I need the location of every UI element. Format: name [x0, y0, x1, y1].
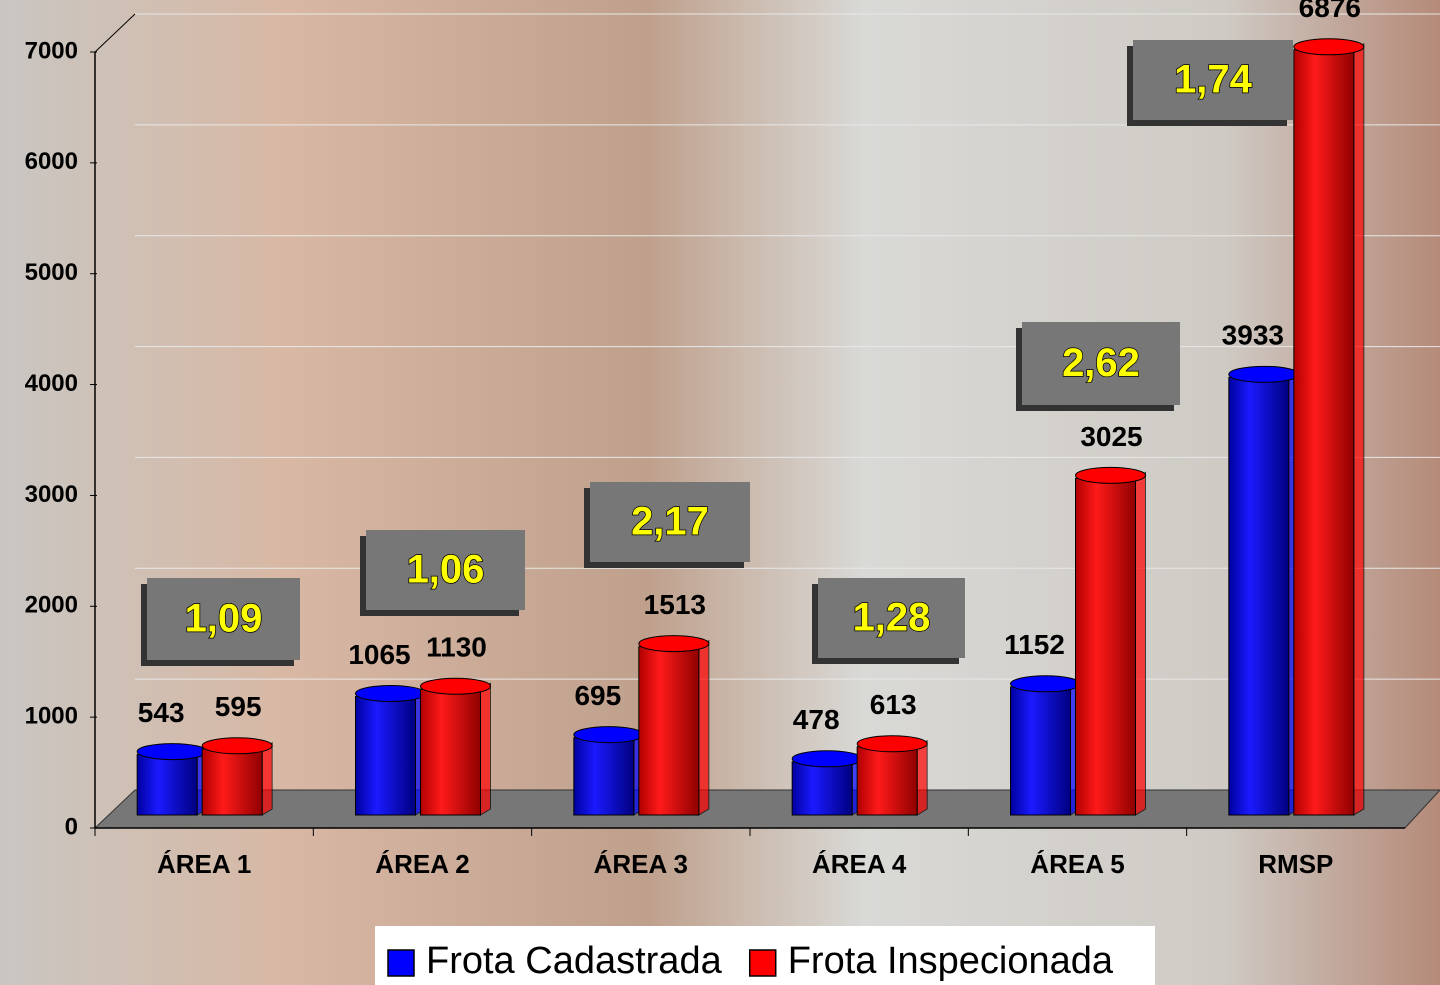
value-label: 695: [574, 680, 621, 711]
ratio-label: 1,09: [185, 597, 263, 641]
bar-top: [201, 737, 273, 755]
value-label: 6876: [1299, 0, 1361, 23]
x-tick-label: ÁREA 5: [1030, 849, 1124, 879]
bar-top: [1228, 365, 1300, 383]
ratio-box: [1133, 40, 1293, 120]
y-tick-label: 6000: [25, 148, 78, 175]
ratio-box: [147, 578, 300, 660]
legend-label: Frota Inspecionada: [788, 940, 1114, 982]
y-tick-label: 7000: [25, 37, 78, 64]
bar-side: [698, 639, 710, 816]
ratio-box: [818, 578, 965, 658]
y-tick-label: 3000: [25, 481, 78, 508]
bar: [420, 688, 481, 816]
bar-top: [573, 726, 645, 744]
bar-top: [791, 750, 863, 768]
y-axis-back: [94, 13, 136, 53]
ratio-label: 1,74: [1174, 58, 1253, 102]
bar: [1293, 49, 1355, 816]
bar: [201, 748, 263, 816]
ratio-box: [590, 482, 750, 562]
y-tick-label: 2000: [25, 592, 78, 619]
y-tick-label: 5000: [25, 259, 78, 286]
ratio-label: 2,17: [631, 500, 709, 544]
value-label: 3025: [1080, 421, 1142, 452]
ratio-label: 1,06: [407, 548, 485, 592]
value-label: 613: [870, 689, 917, 720]
bar: [638, 646, 700, 816]
bar-top: [856, 735, 928, 753]
bar: [791, 761, 853, 816]
legend-swatch: [387, 949, 415, 977]
bar: [1010, 686, 1071, 816]
x-tick-label: ÁREA 4: [812, 849, 907, 879]
value-label: 1065: [348, 639, 410, 670]
value-label: 1130: [426, 632, 487, 663]
value-label: 595: [215, 691, 262, 722]
legend-label: Frota Cadastrada: [426, 940, 723, 982]
bar-top: [1293, 38, 1365, 56]
x-tick-label: ÁREA 1: [157, 849, 251, 879]
bar-top: [1010, 675, 1081, 693]
bar: [136, 754, 198, 816]
value-label: 478: [793, 704, 840, 735]
bar-top: [1075, 466, 1146, 484]
bar-top: [420, 677, 491, 695]
value-label: 1513: [644, 589, 706, 620]
legend-swatch: [748, 949, 777, 977]
y-tick-label: 0: [65, 813, 78, 840]
bar: [1228, 376, 1290, 816]
bar: [856, 746, 918, 816]
value-label: 1152: [1004, 629, 1065, 660]
bar-side: [1135, 471, 1146, 816]
y-tick-label: 1000: [25, 702, 78, 729]
ratio-label: 2,62: [1062, 341, 1140, 385]
bar-side: [480, 682, 491, 816]
value-label: 3933: [1222, 320, 1284, 351]
ratio-box: [366, 530, 525, 610]
ratio-label: 1,28: [853, 596, 931, 640]
x-tick-label: RMSP: [1258, 849, 1333, 879]
bar-side: [261, 741, 273, 816]
x-tick-label: ÁREA 3: [594, 849, 688, 879]
bar-side: [1353, 42, 1365, 816]
ratio-box: [1022, 322, 1180, 405]
bar: [1075, 477, 1136, 816]
x-tick-label: ÁREA 2: [375, 849, 469, 879]
bar-top: [355, 684, 426, 702]
value-label: 543: [138, 697, 185, 728]
y-tick-label: 4000: [25, 370, 78, 397]
bar-top: [136, 743, 208, 761]
bar-top: [638, 635, 710, 653]
bar: [573, 737, 635, 816]
bar-side: [916, 739, 928, 816]
bar: [355, 695, 416, 816]
